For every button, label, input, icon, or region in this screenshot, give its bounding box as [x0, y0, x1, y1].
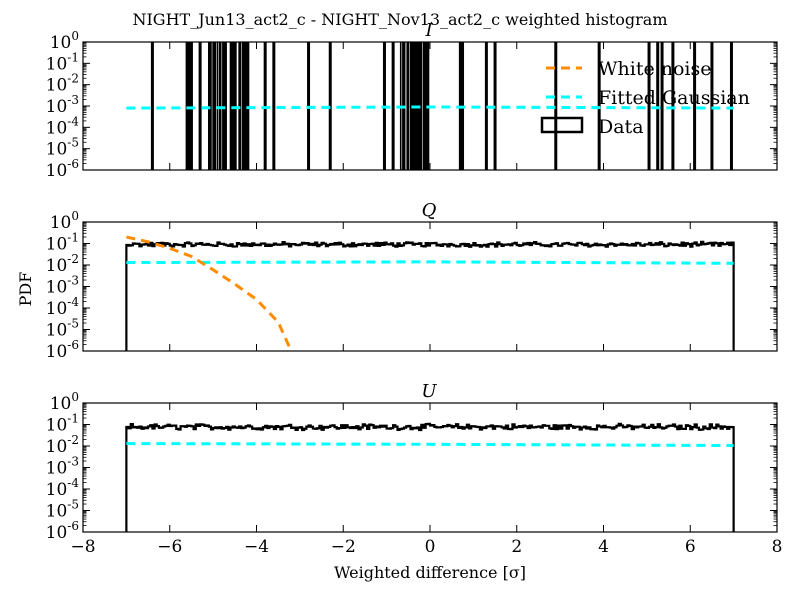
y-tick-label: 10-1	[46, 231, 79, 255]
plot-area	[125, 422, 735, 532]
x-tick-label: 4	[598, 537, 609, 557]
y-tick-label: 10-2	[46, 433, 79, 457]
y-tick-label: 10-3	[46, 274, 79, 298]
panel-frame	[82, 402, 778, 533]
y-tick-label: 10-2	[46, 252, 79, 276]
y-tick-label: 10-5	[46, 317, 79, 341]
y-tick-label: 10-3	[46, 455, 79, 479]
legend-label: White noise	[598, 58, 712, 80]
x-tick-label: 2	[511, 537, 522, 557]
y-tick-label: 10-6	[46, 519, 79, 543]
legend-label: Fitted Gaussian	[598, 87, 750, 109]
data-histogram	[125, 422, 735, 532]
y-tick-label: 10-4	[46, 114, 80, 138]
x-tick-label: −2	[331, 537, 356, 557]
x-tick-label: −6	[157, 537, 182, 557]
y-tick-label: 10-5	[46, 498, 79, 522]
legend-label: Data	[598, 116, 644, 138]
legend-swatch-data	[540, 116, 584, 134]
panel-frame	[82, 221, 778, 352]
x-axis-label: Weighted difference [σ]	[334, 563, 526, 582]
x-tick-label: −8	[70, 537, 95, 557]
y-tick-label: 10-6	[46, 338, 79, 362]
y-tick-label: 10-4	[46, 295, 80, 319]
x-tick-label: 6	[685, 537, 696, 557]
y-tick-label: 10-3	[46, 93, 79, 117]
x-tick-label: 0	[425, 537, 436, 557]
white-noise-curve	[126, 235, 293, 351]
y-tick-label: 100	[50, 390, 79, 414]
y-tick-label: 100	[50, 209, 79, 233]
x-tick-label: 8	[772, 537, 783, 557]
y-tick-label: 10-1	[46, 50, 79, 74]
figure-title: NIGHT_Jun13_act2_c - NIGHT_Nov13_act2_c …	[132, 10, 667, 29]
panel-title: Q	[422, 200, 437, 221]
data-histogram	[125, 240, 735, 351]
fitted-gaussian-curve	[126, 105, 734, 110]
plot-area	[125, 235, 735, 351]
y-tick-label: 10-5	[46, 136, 79, 160]
y-tick-label: 100	[50, 29, 79, 53]
y-tick-label: 10-4	[46, 476, 80, 500]
panel-u: −8 −6 −4 −2 0 2 4 6 8 10-610-510-410-310-210-1100…	[46, 381, 783, 557]
y-tick-label: 10-1	[46, 412, 79, 436]
panel-title: U	[421, 381, 437, 402]
fitted-gaussian-curve	[126, 260, 734, 265]
x-tick-label: −4	[244, 537, 269, 557]
legend: White noise Fitted Gaussian Data	[540, 58, 750, 138]
y-tick-label: 10-2	[46, 72, 79, 96]
y-axis-label: PDF	[16, 272, 35, 307]
plot-area	[126, 42, 734, 170]
y-tick-label: 10-6	[46, 157, 79, 181]
panel-title: I	[424, 20, 433, 41]
fitted-gaussian-curve	[126, 442, 734, 448]
